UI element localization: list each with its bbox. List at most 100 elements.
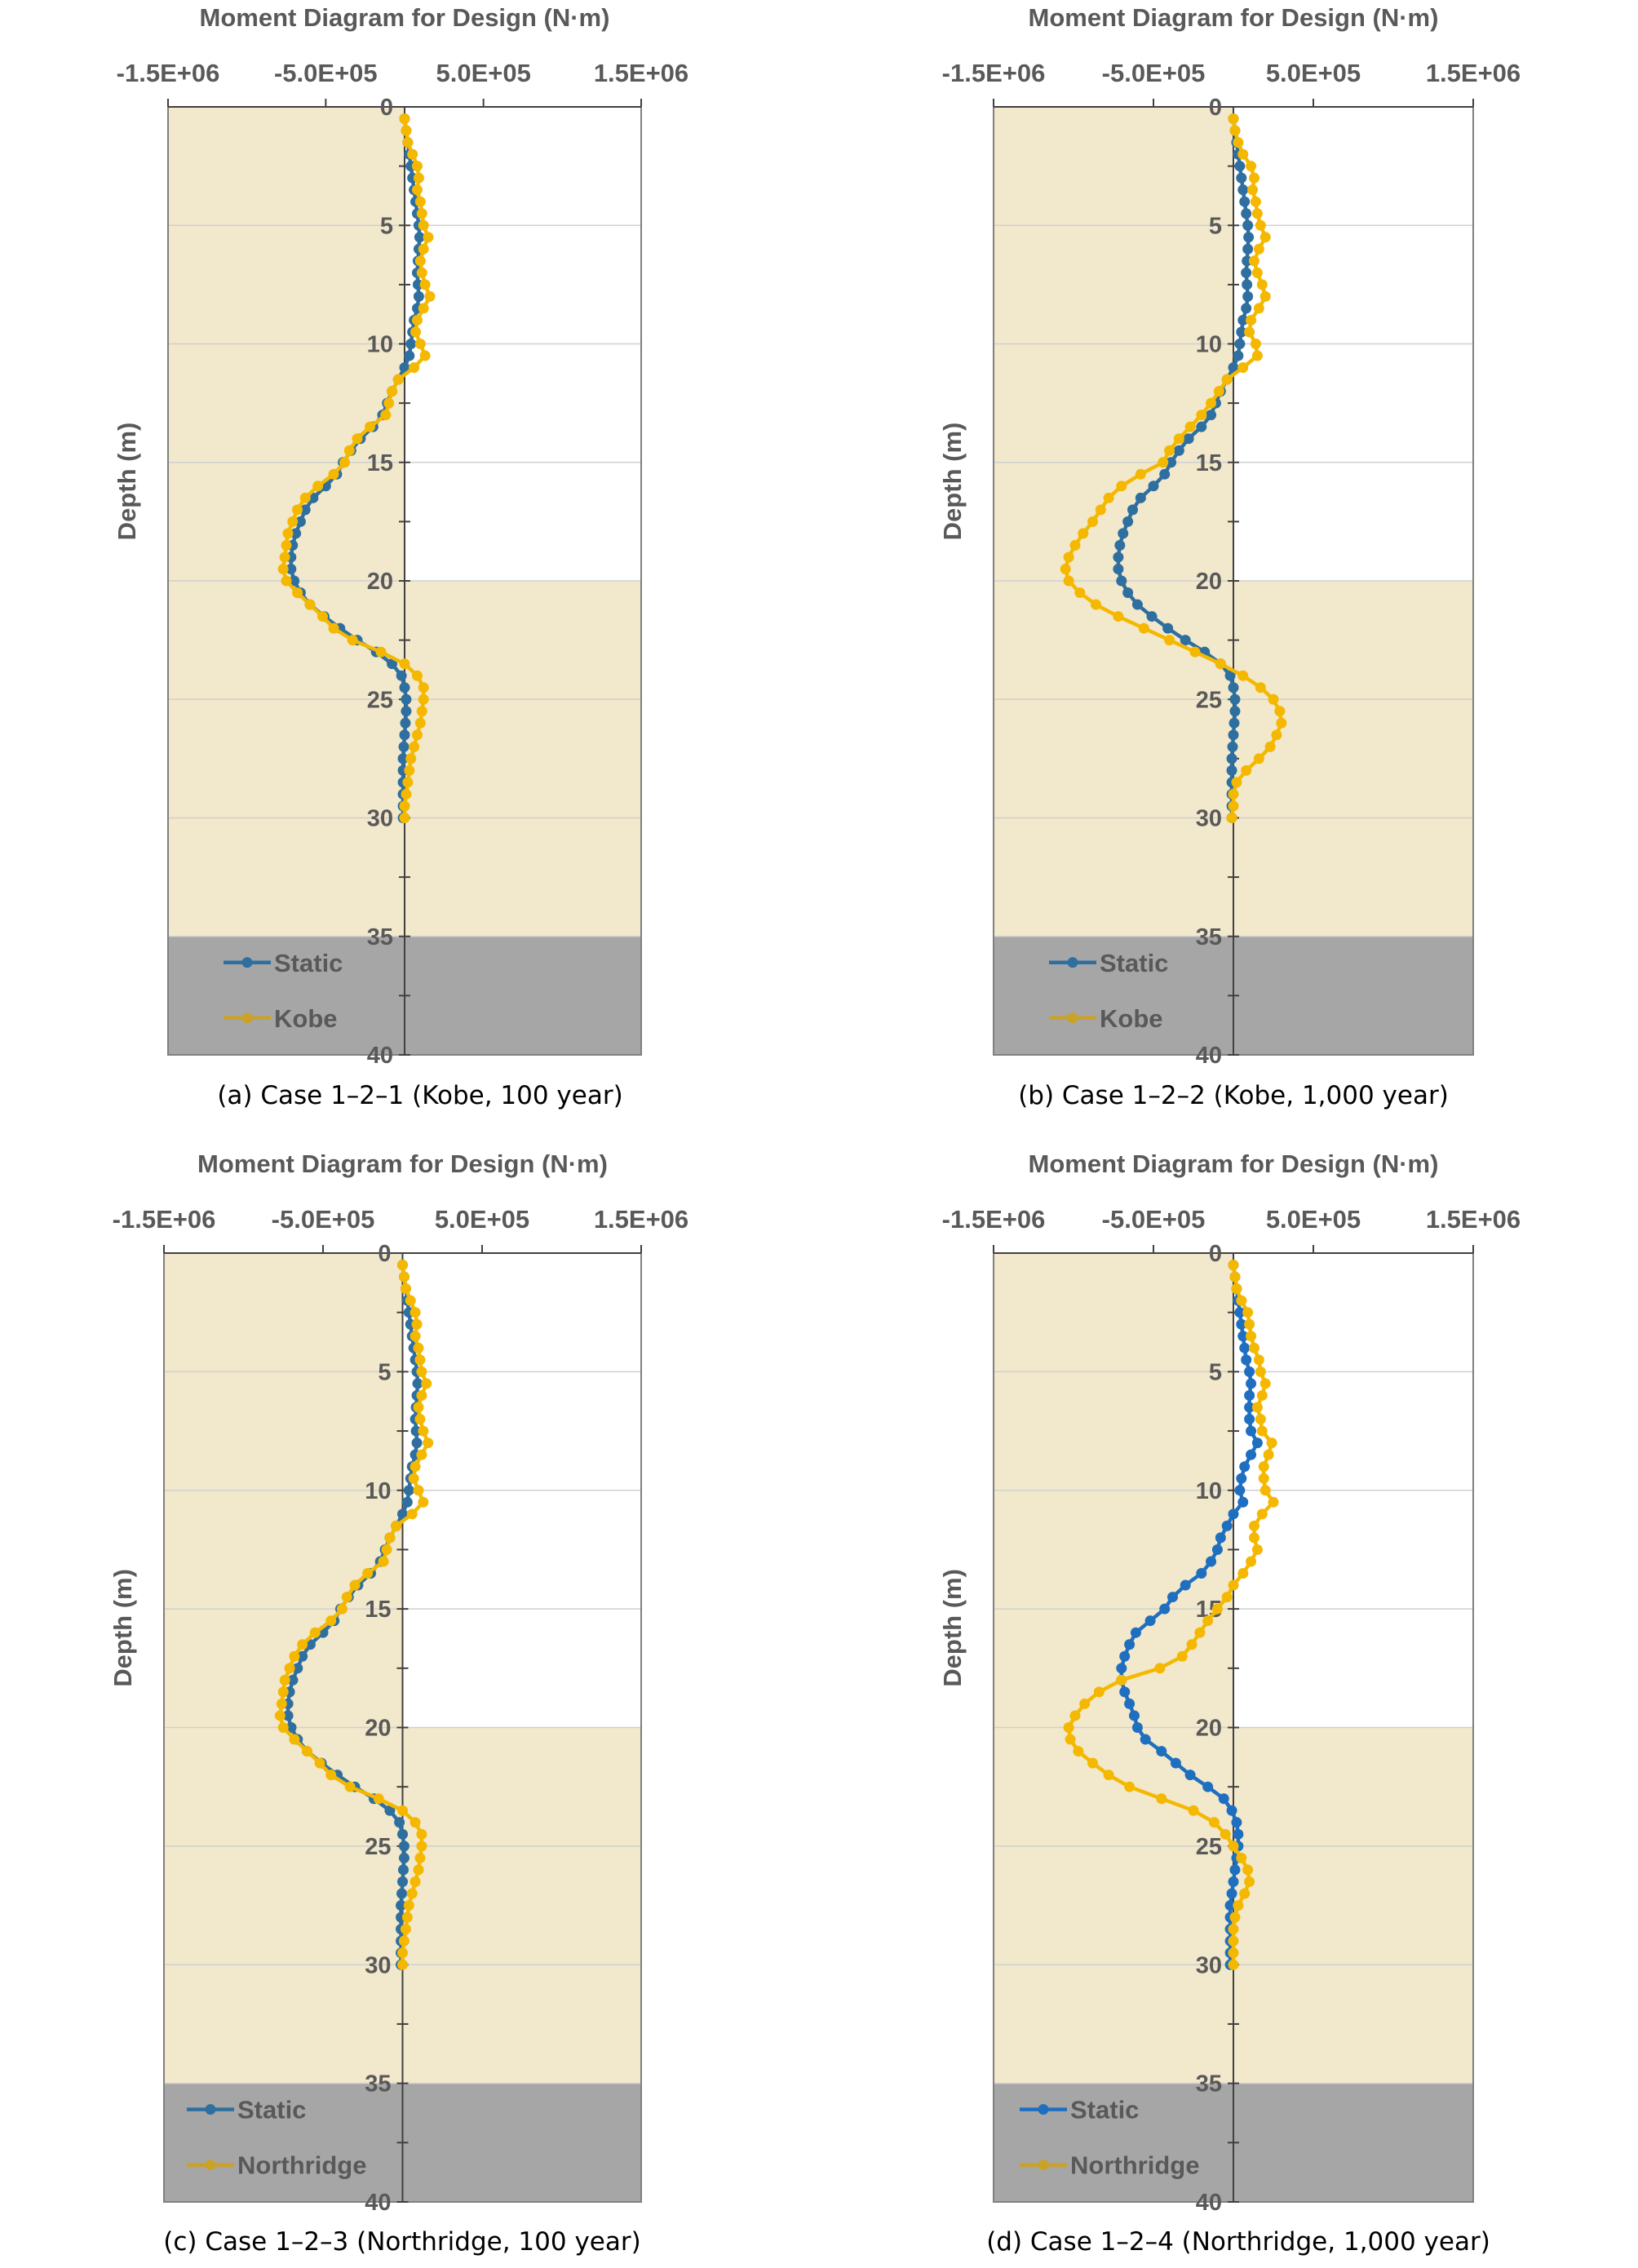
legend-label-static: Static [1100, 949, 1168, 977]
data-point-kobe [1251, 208, 1263, 219]
data-point-static [282, 1710, 294, 1721]
x-tick-label: 5.0E+05 [1266, 1205, 1361, 1234]
y-axis-label: Depth (m) [938, 423, 967, 541]
data-point-northridge [341, 1592, 352, 1603]
data-point-static [1156, 1746, 1167, 1757]
data-point-static [1119, 1650, 1131, 1662]
data-point-northridge [1236, 1295, 1247, 1306]
data-point-northridge [297, 1639, 308, 1650]
data-point-kobe [1196, 410, 1207, 421]
data-point-static [413, 290, 424, 302]
data-point-northridge [1268, 1496, 1279, 1508]
data-point-static [1228, 1876, 1239, 1887]
data-point-kobe [1253, 243, 1264, 255]
data-point-kobe [416, 267, 427, 278]
data-point-northridge [397, 1947, 408, 1959]
data-point-kobe [401, 788, 412, 800]
data-point-northridge [1065, 1734, 1076, 1745]
data-point-northridge [279, 1674, 290, 1685]
data-point-kobe [414, 717, 426, 729]
data-point-northridge [421, 1378, 432, 1389]
data-point-static [1241, 267, 1252, 278]
data-point-northridge [1116, 1674, 1127, 1685]
data-point-static [1122, 516, 1134, 527]
data-point-static [1237, 1331, 1249, 1342]
data-point-static [1241, 1354, 1252, 1366]
data-point-static [1244, 1402, 1255, 1413]
data-point-kobe [1241, 764, 1252, 776]
data-point-kobe [399, 813, 410, 823]
data-point-kobe [1078, 528, 1089, 539]
y-tick-label: 20 [365, 1716, 391, 1742]
data-point-static [1119, 1686, 1131, 1698]
data-point-kobe [1237, 148, 1249, 160]
data-point-kobe [405, 753, 417, 764]
data-point-static [1227, 741, 1238, 752]
data-point-kobe [1135, 468, 1146, 480]
y-tick-label: 30 [1196, 806, 1222, 832]
y-tick-label: 15 [1196, 450, 1222, 476]
data-point-static [1228, 362, 1239, 374]
data-point-northridge [378, 1556, 389, 1567]
data-point-static [1234, 339, 1246, 349]
x-tick-label: 5.0E+05 [435, 1205, 529, 1234]
y-tick-label: 10 [365, 1478, 391, 1504]
data-point-kobe [409, 741, 420, 752]
data-point-northridge [349, 1579, 361, 1591]
data-point-northridge [1244, 1318, 1255, 1330]
y-tick-label: 5 [1209, 213, 1222, 239]
data-point-static [297, 1650, 308, 1662]
data-point-northridge [284, 1663, 295, 1674]
data-point-kobe [1116, 481, 1127, 492]
data-point-kobe [1063, 551, 1074, 563]
data-point-kobe [317, 611, 328, 622]
data-point-northridge [1073, 1746, 1084, 1757]
data-point-northridge [1229, 1271, 1241, 1282]
data-point-static [1128, 1710, 1140, 1721]
data-point-northridge [309, 1627, 321, 1638]
data-point-kobe [1271, 729, 1282, 741]
data-point-northridge [400, 1924, 411, 1935]
data-point-kobe [1226, 813, 1237, 823]
data-point-static [1162, 622, 1174, 634]
data-point-kobe [1095, 504, 1106, 516]
data-point-northridge [1242, 1307, 1254, 1318]
data-point-kobe [1103, 492, 1114, 503]
data-point-kobe [419, 279, 431, 290]
data-point-northridge [1233, 1900, 1244, 1911]
data-point-kobe [387, 386, 398, 397]
data-point-static [1242, 243, 1254, 255]
data-point-kobe [1251, 267, 1263, 278]
data-point-static [1124, 1639, 1136, 1650]
data-point-static [1246, 1449, 1257, 1460]
data-point-kobe [1063, 575, 1074, 587]
data-point-static [399, 729, 410, 741]
data-point-static [1159, 468, 1171, 480]
data-point-static [401, 693, 412, 705]
data-point-static [292, 1663, 303, 1674]
data-point-static [1113, 563, 1124, 574]
data-point-static [1202, 1781, 1214, 1792]
y-tick-label: 40 [1196, 1043, 1222, 1069]
data-point-static [1226, 1888, 1237, 1899]
data-point-northridge [1251, 1402, 1263, 1413]
data-point-kobe [352, 433, 363, 445]
data-point-static [1236, 172, 1247, 184]
data-point-kobe [383, 397, 395, 409]
data-point-northridge [1248, 1532, 1259, 1544]
data-point-northridge [410, 1876, 421, 1887]
data-point-northridge [373, 1793, 384, 1805]
y-tick-label: 0 [378, 1241, 391, 1267]
data-point-northridge [289, 1734, 300, 1745]
y-tick-label: 20 [1196, 569, 1222, 595]
data-point-kobe [1250, 196, 1261, 207]
data-point-kobe [418, 243, 429, 255]
data-point-static [412, 1378, 423, 1389]
data-point-northridge [325, 1770, 337, 1781]
legend-marker-kobe [1067, 1012, 1078, 1024]
data-point-northridge [403, 1900, 414, 1911]
data-point-kobe [1268, 693, 1279, 705]
y-tick-label: 30 [1196, 1952, 1222, 1978]
data-point-kobe [1074, 587, 1086, 599]
